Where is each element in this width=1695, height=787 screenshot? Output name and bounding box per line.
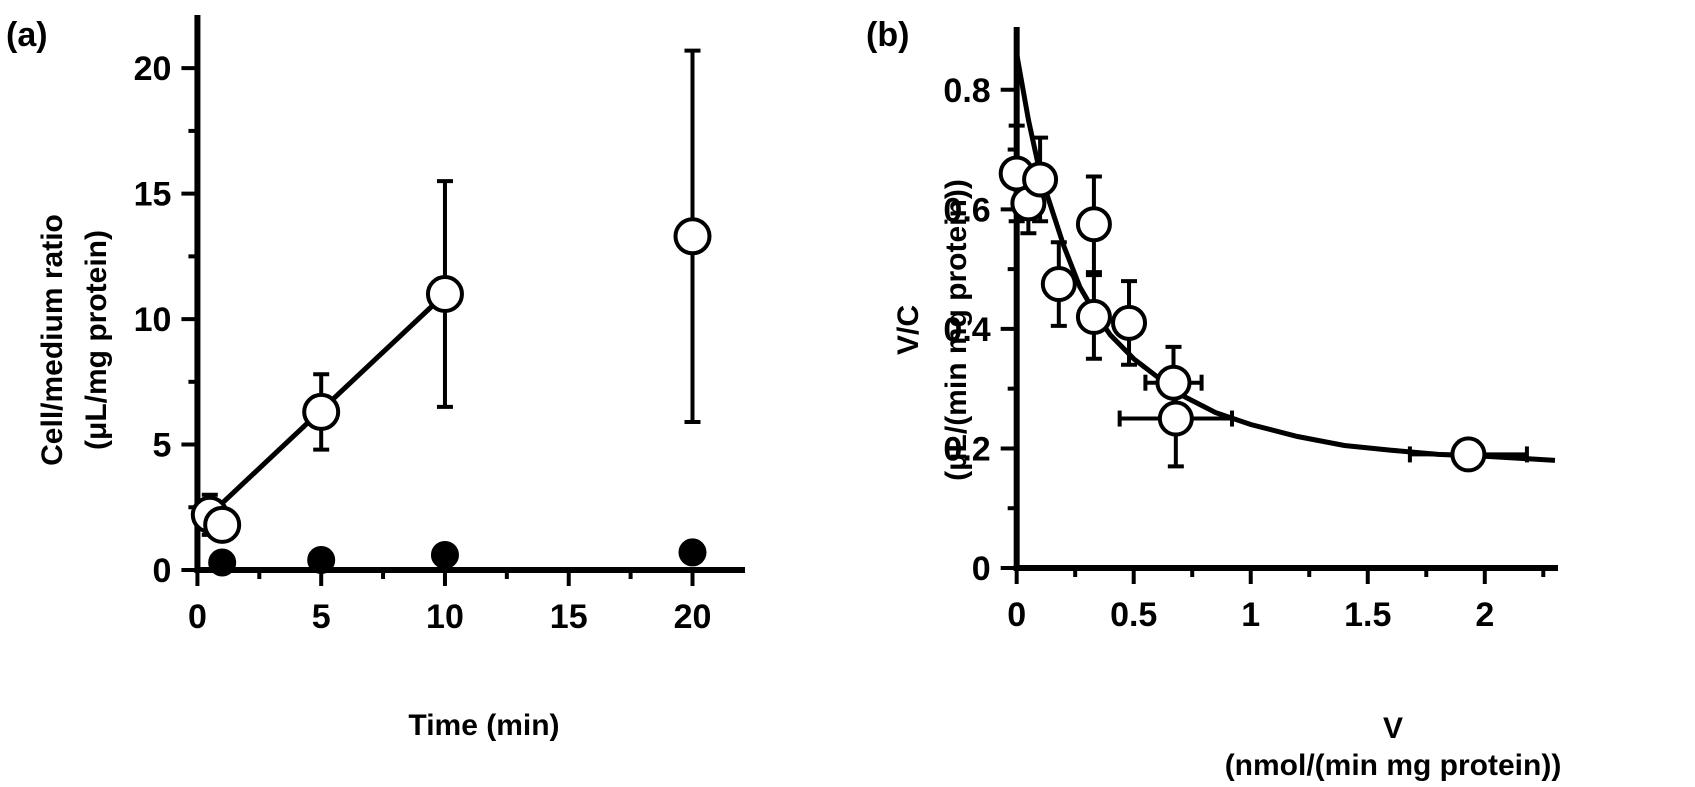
panel-a-label: (a) — [6, 16, 48, 54]
panel-b-open-point — [1075, 298, 1112, 335]
panel-a-y-tick-label: 5 — [153, 427, 172, 465]
panel-a-marks — [190, 48, 712, 577]
panel-a-filled-point — [307, 545, 336, 574]
panel-a-ticks: 0 5 10 15 20 0 5 10 15 20 — [134, 50, 712, 636]
panel-b-x-axis-title-line1: V — [1383, 712, 1403, 745]
panel-b-x-tick-label: 1.5 — [1344, 596, 1391, 634]
panel-b-marks — [998, 53, 1556, 473]
panel-b-y-tick-label: 0.8 — [943, 72, 990, 110]
panel-b-x-tick-label: 0.5 — [1110, 596, 1157, 634]
panel-a-x-tick-label: 10 — [426, 598, 464, 636]
panel-b-ticks: 0 0.2 0.4 0.6 0.8 0 0.5 1 1.5 2 — [943, 72, 1546, 634]
panel-b-y-tick-label: 0.2 — [943, 430, 990, 468]
panel-b-open-point — [1022, 161, 1059, 198]
panel-b-open-point — [1111, 304, 1148, 341]
panel-b-open-point — [1157, 400, 1194, 437]
panel-b-open-point — [1040, 266, 1077, 303]
panel-b-y-tick-label: 0 — [972, 550, 991, 588]
panel-b-y-tick-label: 0.4 — [943, 311, 990, 349]
panel-a-open-point — [425, 275, 464, 313]
panel-b-x-tick-label: 1 — [1241, 596, 1260, 634]
panel-b-axes — [1013, 27, 1558, 571]
panel-b-label: (b) — [866, 16, 909, 54]
panel-b-x-tick-label: 2 — [1475, 596, 1494, 634]
panel-a-axes — [194, 15, 745, 573]
panel-a-chart: (a) Cell/medium ratio (μL/mg protein) Ti… — [6, 15, 745, 742]
panel-b-fit-curve — [1014, 53, 1556, 463]
panel-b-open-point — [1450, 436, 1487, 473]
panel-a-x-tick-label: 5 — [312, 598, 331, 636]
panel-a-filled-point — [430, 540, 459, 569]
panel-a-open-point — [302, 392, 341, 431]
panel-a-x-tick-label: 15 — [550, 598, 588, 636]
panel-a-y-tick-label: 15 — [134, 176, 172, 214]
panel-a-y-axis-title-line2: (μL/mg protein) — [80, 230, 113, 450]
panel-b-open-point — [1075, 206, 1112, 243]
panel-b-open-point — [1155, 364, 1192, 401]
panel-a-x-axis-title: Time (min) — [408, 709, 559, 742]
panel-a-open-point — [203, 505, 242, 544]
panel-a-y-axis-title-line1: Cell/medium ratio — [36, 214, 69, 466]
panel-a-filled-point — [208, 548, 237, 577]
panel-a-open-point — [673, 217, 712, 256]
panel-b-chart: (b) V/C (μL/(min mg protein)) V (nmol/(m… — [866, 16, 1561, 782]
panel-b-y-tick-label: 0.6 — [943, 191, 990, 229]
panel-a-x-tick-label: 0 — [188, 598, 207, 636]
panel-a-y-tick-label: 10 — [134, 301, 172, 339]
panel-a-filled-point — [678, 538, 707, 567]
panel-b-y-axis-title-line1: V/C — [892, 305, 925, 355]
panel-a-y-tick-label: 0 — [153, 552, 172, 590]
panel-b-x-tick-label: 0 — [1007, 596, 1026, 634]
panel-b-y-axis-title-line2: (μL/(min mg protein)) — [940, 179, 973, 481]
panel-b-x-axis-title-line2: (nmol/(min mg protein)) — [1225, 749, 1562, 782]
panel-a-y-tick-label: 20 — [134, 50, 172, 88]
panel-a-x-tick-label: 20 — [674, 598, 712, 636]
